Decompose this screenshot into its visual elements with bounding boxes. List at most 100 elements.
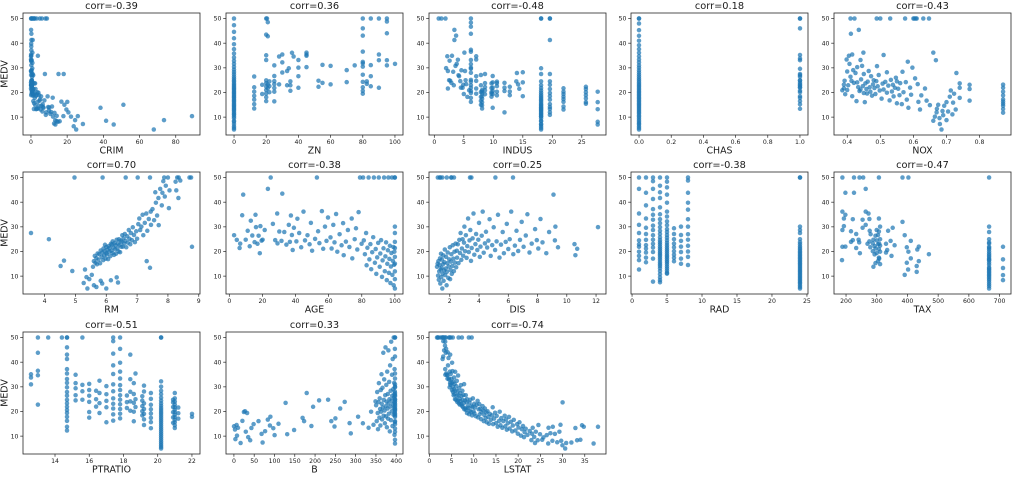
data-point	[467, 228, 473, 233]
x-tick-label: 100	[389, 298, 401, 305]
data-point	[283, 242, 289, 248]
data-point	[304, 64, 309, 70]
x-tick-label: 400	[902, 298, 914, 305]
data-point	[137, 216, 142, 222]
data-point	[281, 230, 287, 235]
data-point	[337, 232, 342, 237]
data-point	[936, 102, 941, 108]
y-tick-label: 30	[213, 224, 221, 231]
data-point	[543, 251, 549, 256]
data-point	[914, 269, 920, 275]
data-point	[174, 188, 179, 193]
y-tick-label: 40	[619, 40, 627, 47]
data-point	[798, 286, 803, 292]
data-point	[881, 87, 887, 92]
data-point	[385, 391, 390, 396]
data-point	[454, 378, 459, 383]
y-tick-label: 40	[11, 359, 19, 366]
data-point	[876, 216, 882, 222]
data-point	[337, 405, 343, 411]
data-point	[376, 85, 381, 91]
data-point	[382, 420, 387, 426]
data-point	[967, 86, 973, 92]
data-point	[658, 272, 663, 277]
data-point	[29, 31, 34, 37]
data-point	[110, 338, 116, 344]
data-point	[869, 73, 874, 79]
data-point	[987, 241, 992, 247]
data-point	[521, 434, 526, 440]
data-point	[231, 22, 237, 28]
data-point	[679, 261, 684, 267]
data-point	[535, 422, 541, 427]
data-point	[38, 94, 44, 99]
data-point	[142, 220, 148, 226]
data-point	[64, 427, 70, 433]
data-point	[451, 269, 456, 274]
x-tick-label: 60	[136, 139, 144, 146]
data-point	[378, 409, 384, 414]
data-point	[937, 115, 942, 121]
data-point	[375, 426, 381, 432]
x-tick-label: 40	[291, 298, 299, 305]
data-point	[291, 225, 296, 231]
data-point	[66, 110, 71, 115]
data-point	[511, 417, 516, 422]
data-point	[148, 396, 154, 401]
data-point	[442, 16, 448, 21]
data-point	[931, 118, 936, 124]
data-point	[64, 389, 70, 394]
data-point	[539, 240, 545, 245]
data-point	[900, 219, 905, 225]
data-point	[62, 102, 67, 108]
data-point	[874, 251, 880, 256]
data-point	[172, 390, 178, 395]
data-point	[529, 431, 534, 436]
data-point	[845, 69, 850, 74]
data-point	[131, 380, 137, 386]
data-point	[900, 69, 905, 75]
data-point	[516, 86, 522, 92]
data-point	[352, 237, 357, 242]
data-point	[651, 241, 656, 247]
data-point	[490, 91, 495, 97]
data-point	[382, 269, 387, 274]
data-point	[547, 97, 552, 102]
data-point	[110, 362, 116, 368]
data-point	[637, 16, 642, 21]
y-tick-label: 20	[11, 408, 19, 415]
data-point	[939, 127, 944, 132]
data-point	[248, 425, 254, 430]
data-point	[61, 71, 66, 77]
data-point	[449, 264, 455, 269]
data-point	[158, 388, 164, 393]
data-point	[392, 440, 398, 446]
data-point	[97, 261, 103, 266]
x-tick-label: 7	[135, 298, 139, 305]
data-point	[904, 260, 910, 266]
data-point	[46, 237, 52, 242]
data-point	[493, 239, 499, 244]
data-point	[886, 228, 891, 234]
data-point	[287, 79, 293, 84]
data-point	[42, 98, 47, 103]
data-point	[637, 222, 642, 228]
data-point	[384, 424, 389, 430]
data-point	[360, 33, 365, 38]
y-tick-label: 40	[11, 40, 19, 47]
data-point	[329, 246, 334, 252]
data-point	[850, 238, 856, 243]
data-point	[442, 247, 447, 253]
data-point	[658, 221, 663, 226]
subplot-indus: 0 5 10 15 20 25 10 20 30 40 50 corr=-0.48 INDUS	[406, 0, 609, 159]
data-point	[583, 92, 588, 98]
data-point	[451, 27, 457, 33]
data-point	[322, 224, 328, 230]
data-point	[867, 85, 873, 90]
data-point	[283, 400, 288, 405]
x-tick-label: 80	[358, 298, 366, 305]
data-point	[953, 107, 959, 112]
data-point	[64, 418, 70, 423]
data-point	[850, 52, 855, 57]
data-point	[841, 82, 847, 87]
